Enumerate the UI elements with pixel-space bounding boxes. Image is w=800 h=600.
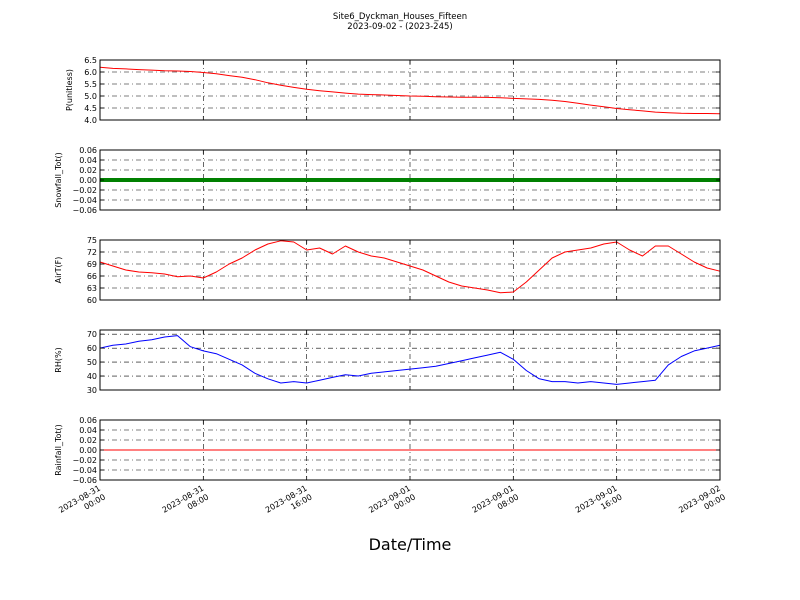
y-tick-label: −0.02	[72, 186, 97, 195]
y-axis-label: RH(%)	[54, 347, 63, 372]
y-axis-label: AirT(F)	[54, 257, 63, 284]
x-axis-label: Date/Time	[369, 535, 452, 554]
y-tick-label: 4.5	[84, 104, 97, 113]
y-tick-label: 70	[87, 330, 97, 339]
y-tick-label: −0.02	[72, 456, 97, 465]
series-line-1	[99, 335, 721, 385]
y-tick-label: 60	[87, 296, 97, 305]
y-tick-label: −0.06	[72, 476, 97, 485]
y-tick-label: 5.5	[84, 80, 97, 89]
y-tick-label: −0.04	[72, 196, 97, 205]
y-tick-label: 6.0	[84, 68, 97, 77]
y-tick-label: 66	[87, 272, 97, 281]
y-tick-label: −0.06	[72, 206, 97, 215]
y-axis-label: P(unitless)	[65, 69, 74, 111]
y-tick-label: 30	[87, 386, 97, 395]
y-axis-label: Snowfall_Tot()	[54, 152, 63, 208]
y-tick-label: 72	[87, 248, 97, 257]
y-tick-label: 0.02	[79, 166, 97, 175]
y-tick-label: 0.00	[79, 176, 97, 185]
y-tick-label: −0.04	[72, 466, 97, 475]
y-tick-label: 6.5	[84, 56, 97, 65]
y-tick-label: 75	[87, 236, 97, 245]
y-axis-label: Rainfall_Tot()	[54, 424, 63, 476]
panel-3: 75 72 69 66 63 60 AirT(F)	[54, 236, 721, 305]
series-line-1	[99, 66, 721, 115]
y-tick-label: 0.06	[79, 146, 97, 155]
y-tick-label: 5.0	[84, 92, 97, 101]
y-tick-label: 4.0	[84, 116, 97, 125]
y-tick-label: 60	[87, 344, 97, 353]
y-tick-label: 0.04	[79, 426, 97, 435]
y-tick-label: 0.06	[79, 416, 97, 425]
panel-2: 0.060.040.020.00−0.02−0.04−0.06 Snowfall_…	[54, 146, 721, 215]
y-tick-label: 50	[87, 358, 97, 367]
y-tick-label: 0.02	[79, 436, 97, 445]
panels: 6.56.05.55.04.54.0P(unitless)0.060.040.0…	[54, 56, 721, 485]
y-tick-label: 69	[87, 260, 97, 269]
y-tick-label: 0.00	[79, 446, 97, 455]
chart-title: Site6_Dyckman_Houses_Fifteen	[333, 12, 467, 22]
y-tick-label: 63	[87, 284, 97, 293]
panel-4: 70 60 50 40 30 RH(%)	[54, 329, 721, 395]
y-tick-label: 40	[87, 372, 97, 381]
panel-5: 0.060.040.020.00−0.02−0.04−0.06 Rainfall_…	[54, 416, 721, 485]
y-tick-label: 0.04	[79, 156, 97, 165]
panel-1: 6.5 6.0 5.5 5.0 4.5 4.0 P(unitless)	[65, 56, 721, 125]
chart-subtitle: 2023-09-02 - (2023-245)	[347, 22, 452, 32]
